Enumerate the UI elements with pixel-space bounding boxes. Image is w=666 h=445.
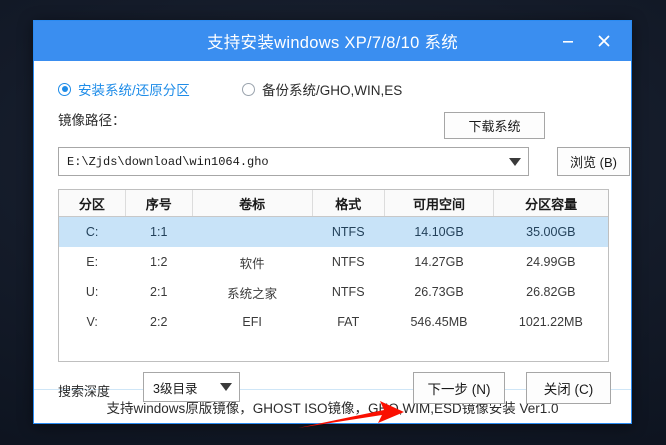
cell-partition: C: [59,216,126,247]
column-header-capacity: 分区容量 [493,190,608,217]
cell-index: 2:2 [150,315,168,329]
minimize-button[interactable] [553,21,583,61]
cell-format: NTFS [312,216,385,247]
image-path-combobox[interactable]: E:\Zjds\download\win1064.gho [58,147,529,176]
cell-partition: E: [86,255,99,269]
cell-capacity: 24.99GB [526,255,576,269]
column-header-partition: 分区 [59,190,126,217]
cell-partition: V: [86,315,98,329]
cell-volume: 系统之家 [227,286,278,301]
image-path-label: 镜像路径： [58,113,126,128]
image-path-row: E:\Zjds\download\win1064.gho 浏览 (B) [58,147,630,176]
radio-backup-system[interactable]: 备份系统/GHO,WIN,ES [242,79,402,99]
dialog-content: 安装系统/还原分区 备份系统/GHO,WIN,ES 下载系统 镜像路径： E:\… [34,61,631,428]
table-header-row: 分区 序号 卷标 格式 可用空间 分区容量 [59,190,608,217]
cell-index: 2:1 [150,285,168,299]
cell-capacity: 26.82GB [526,285,576,299]
browse-button[interactable]: 浏览 (B) [557,147,630,176]
search-depth-value: 3级目录 [153,381,198,396]
partition-table[interactable]: 分区 序号 卷标 格式 可用空间 分区容量 C: 1:1 NTFS 14.10 [58,189,609,362]
cell-volume [192,216,313,247]
column-header-format: 格式 [312,190,385,217]
cell-index: 1:2 [150,255,168,269]
title-bar: 支持安装windows XP/7/8/10 系统 [34,21,631,61]
table-row[interactable]: V: 2:2 EFI FAT 546.45MB 1021.22MB [59,307,608,337]
radio-selected-icon [58,82,71,96]
cell-free: 14.27GB [414,255,464,269]
radio-backup-label: 备份系统/GHO,WIN,ES [262,83,403,98]
cell-partition: U: [85,285,99,299]
cell-format: NTFS [331,285,365,299]
radio-unselected-icon [242,82,255,96]
radio-install-label: 安装系统/还原分区 [78,83,190,98]
close-button[interactable] [589,21,619,61]
cell-free: 26.73GB [414,285,464,299]
radio-install-system[interactable]: 安装系统/还原分区 [58,79,190,99]
table-row[interactable]: C: 1:1 NTFS 14.10GB 35.00GB [59,216,608,247]
column-header-volume: 卷标 [192,190,313,217]
table-row[interactable]: U: 2:1 系统之家 NTFS 26.73GB 26.82GB [59,277,608,307]
download-system-button[interactable]: 下载系统 [444,112,545,139]
minimize-icon [561,34,575,48]
cell-index: 1:1 [125,216,193,247]
cell-capacity: 1021.22MB [518,315,583,329]
action-bar: 搜索深度 3级目录 下一步 (N) 关闭 (C) [58,372,611,406]
chevron-down-icon[interactable] [213,383,239,391]
cell-free: 14.10GB [384,216,494,247]
cell-format: NTFS [331,255,365,269]
cell-free: 546.45MB [410,315,468,329]
cell-format: FAT [337,315,360,329]
close-dialog-button[interactable]: 关闭 (C) [526,372,611,404]
chevron-down-icon[interactable] [502,157,528,166]
next-step-button[interactable]: 下一步 (N) [413,372,505,404]
cell-capacity: 35.00GB [493,216,608,247]
cell-volume: EFI [242,315,262,329]
installer-dialog: 支持安装windows XP/7/8/10 系统 安装系统/还原分区 备份系 [33,20,632,428]
image-path-value: E:\Zjds\download\win1064.gho [67,154,269,169]
table-row[interactable]: E: 1:2 软件 NTFS 14.27GB 24.99GB [59,247,608,277]
column-header-free: 可用空间 [384,190,495,217]
mode-radio-group: 安装系统/还原分区 备份系统/GHO,WIN,ES [58,77,607,107]
search-depth-select[interactable]: 3级目录 [143,372,240,402]
column-header-index: 序号 [125,190,193,217]
cell-volume: 软件 [239,256,265,271]
close-icon [597,34,611,48]
search-depth-label: 搜索深度 [58,384,111,399]
window-title: 支持安装windows XP/7/8/10 系统 [206,34,459,52]
